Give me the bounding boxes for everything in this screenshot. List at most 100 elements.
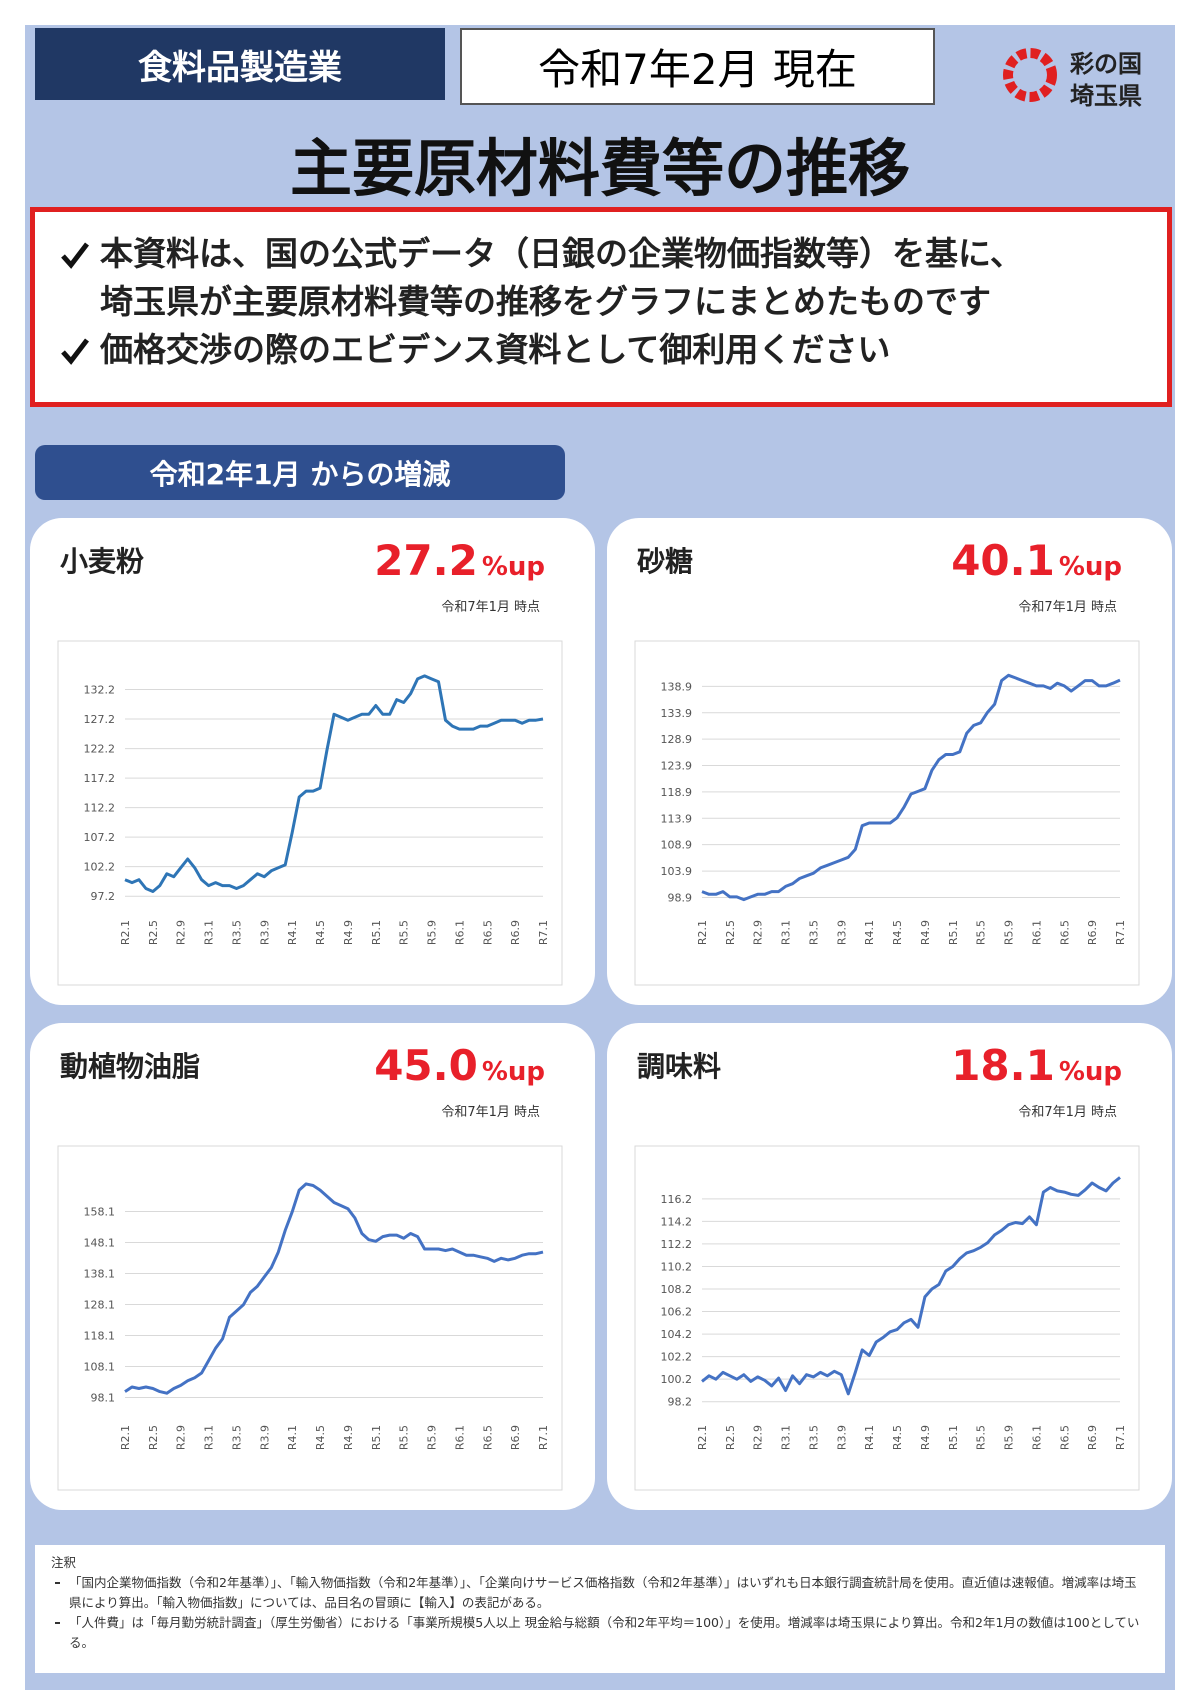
note-item: 「人件費」は「毎月勤労統計調査」（厚生労働省）における「事業所規模5人以上 現金…: [51, 1613, 1149, 1653]
chart-title: 小麦粉: [60, 545, 145, 578]
x-tick-label: R3.9: [835, 1425, 848, 1450]
check-path: [61, 242, 89, 269]
x-tick-label: R4.1: [286, 1425, 299, 1450]
y-tick-label: 128.9: [661, 733, 693, 746]
x-tick-label: R3.1: [203, 1425, 216, 1450]
y-tick-label: 98.1: [91, 1392, 116, 1405]
x-tick-label: R6.1: [453, 1425, 466, 1450]
y-tick-label: 132.2: [84, 684, 116, 697]
x-tick-label: R3.5: [807, 920, 820, 945]
line-chart: 97.2 102.2 107.2 112.2 117.2 122.2 127.2 132.2 R…: [57, 640, 563, 986]
y-tick-label: 118.1: [84, 1330, 116, 1343]
chart-title: 動植物油脂: [60, 1050, 201, 1083]
change-value: 18.1: [951, 1041, 1055, 1090]
x-tick-label: R4.9: [342, 1425, 355, 1450]
y-tick-label: 108.1: [84, 1361, 116, 1374]
x-tick-label: R6.1: [1030, 920, 1043, 945]
y-tick-label: 98.2: [668, 1396, 693, 1409]
x-tick-label: R2.9: [175, 1425, 188, 1450]
x-tick-label: R5.5: [398, 920, 411, 945]
data-line: [124, 674, 544, 893]
as-of-label: 令和7年1月 時点: [441, 1105, 540, 1120]
y-tick-label: 107.2: [84, 831, 116, 844]
x-tick-label: R4.5: [314, 920, 327, 945]
page-title: 主要原材料費等の推移: [289, 132, 910, 205]
x-tick-label: R2.9: [175, 920, 188, 945]
y-tick-label: 123.9: [661, 760, 693, 773]
x-tick-label: R4.5: [891, 1425, 904, 1450]
x-tick-label: R5.1: [370, 920, 383, 945]
line-chart: 98.1 108.1 118.1 128.1 138.1 148.1 158.1 R2.1 R2…: [57, 1145, 563, 1491]
x-tick-label: R6.5: [481, 920, 494, 945]
notice-text: 本資料は、国の公式データ（日銀の企業物価指数等）を基に、: [100, 234, 1024, 273]
x-tick-label: R6.9: [509, 920, 522, 945]
x-tick-label: R5.5: [975, 1425, 988, 1450]
check-path: [61, 338, 89, 365]
section-label: 令和2年1月 からの増減: [35, 445, 565, 500]
y-tick-label: 128.1: [84, 1299, 116, 1312]
x-tick-label: R4.1: [286, 920, 299, 945]
x-tick-label: R5.5: [975, 920, 988, 945]
y-tick-label: 108.9: [661, 839, 693, 852]
x-tick-label: R6.9: [1086, 920, 1099, 945]
x-tick-label: R5.1: [947, 1425, 960, 1450]
y-tick-label: 118.9: [661, 786, 693, 799]
as-of-label: 令和7年1月 時点: [1018, 600, 1117, 615]
y-tick-label: 117.2: [84, 772, 116, 785]
x-tick-label: R5.9: [426, 1425, 439, 1450]
y-tick-label: 148.1: [84, 1237, 116, 1250]
y-tick-label: 127.2: [84, 713, 116, 726]
notice-line: 価格交渉の際のエビデンス資料として御利用ください: [55, 326, 1167, 374]
y-tick-label: 122.2: [84, 743, 116, 756]
y-tick-label: 112.2: [661, 1238, 693, 1251]
change-headline: 27.2 %up: [374, 536, 545, 585]
change-unit: %up: [1058, 552, 1122, 582]
x-tick-label: R4.9: [342, 920, 355, 945]
logo-mark: [1003, 48, 1057, 102]
data-line: [701, 673, 1121, 902]
x-tick-label: R2.1: [696, 1425, 709, 1450]
x-tick-label: R5.1: [947, 920, 960, 945]
x-tick-label: R6.5: [1058, 920, 1071, 945]
change-unit: %up: [481, 1057, 545, 1087]
x-tick-label: R5.9: [1003, 920, 1016, 945]
line-chart: 98.2 100.2 102.2 104.2 106.2 108.2 110.2 112.2 1…: [634, 1145, 1140, 1491]
chart-card: 調味料 18.1 %up 令和7年1月 時点 98.2 100.2 102.2 104.2 10…: [607, 1023, 1172, 1510]
x-tick-label: R6.5: [481, 1425, 494, 1450]
notes-box: 注釈 「国内企業物価指数（令和2年基準）」、「輸入物価指数（令和2年基準）」、「…: [35, 1545, 1165, 1673]
as-of-label: 令和7年1月 時点: [1018, 1105, 1117, 1120]
x-tick-label: R3.5: [230, 920, 243, 945]
logo-text: 彩の国: [1070, 50, 1142, 78]
x-tick-label: R3.1: [780, 920, 793, 945]
y-tick-label: 116.2: [661, 1193, 693, 1206]
x-tick-label: R7.1: [537, 920, 550, 945]
x-tick-label: R7.1: [1114, 1425, 1127, 1450]
x-tick-label: R3.9: [258, 920, 271, 945]
x-tick-label: R6.1: [453, 920, 466, 945]
x-tick-label: R5.9: [1003, 1425, 1016, 1450]
x-tick-label: R4.5: [891, 920, 904, 945]
chart-card: 小麦粉 27.2 %up 令和7年1月 時点 97.2 102.2 107.2 112.2 11…: [30, 518, 595, 1005]
x-tick-label: R7.1: [1114, 920, 1127, 945]
x-tick-label: R2.1: [119, 920, 132, 945]
x-tick-label: R4.1: [863, 1425, 876, 1450]
change-headline: 45.0 %up: [374, 1041, 545, 1090]
chart-title: 砂糖: [637, 545, 694, 578]
plot-frame: [634, 640, 1140, 986]
chart-card: 動植物油脂 45.0 %up 令和7年1月 時点 98.1 108.1 118.1 128.1…: [30, 1023, 595, 1510]
notice-box: 本資料は、国の公式データ（日銀の企業物価指数等）を基に、 埼玉県が主要原材料費等の…: [30, 207, 1172, 407]
logo-text: 埼玉県: [1070, 82, 1142, 110]
date-label: 令和7年2月 現在: [460, 28, 935, 105]
change-value: 40.1: [951, 536, 1055, 585]
logo: 彩の国 埼玉県: [995, 40, 1165, 115]
plot-frame: [57, 1145, 563, 1491]
y-tick-label: 110.2: [661, 1260, 693, 1273]
x-tick-label: R3.5: [230, 1425, 243, 1450]
x-tick-label: R2.9: [752, 1425, 765, 1450]
x-tick-label: R4.9: [919, 1425, 932, 1450]
change-value: 27.2: [374, 536, 478, 585]
y-tick-label: 98.9: [668, 891, 693, 904]
change-headline: 18.1 %up: [951, 1041, 1122, 1090]
